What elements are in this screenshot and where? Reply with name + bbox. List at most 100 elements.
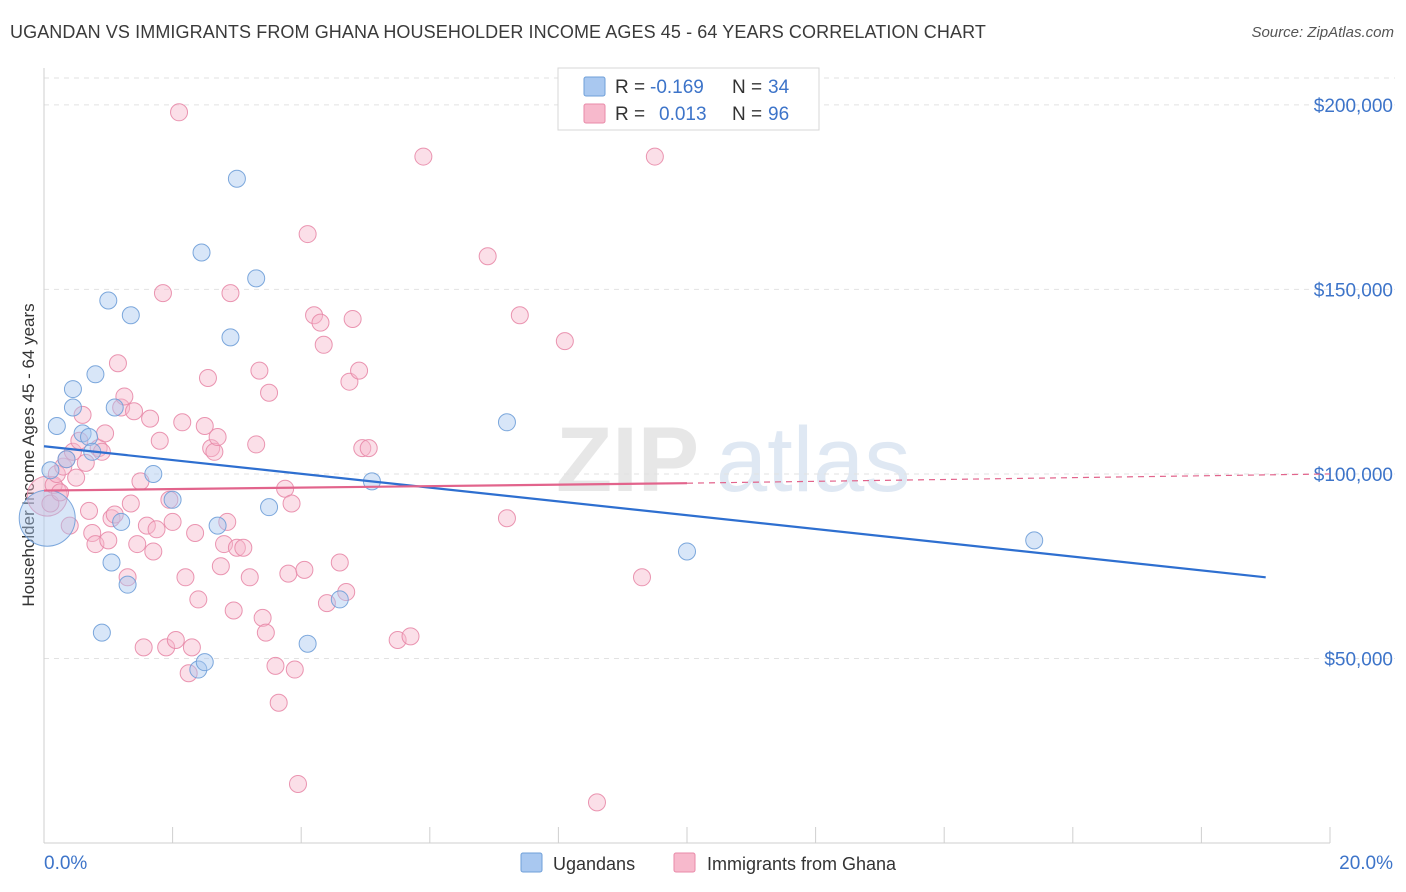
ghana-point <box>80 501 99 520</box>
ghana-point <box>189 590 208 609</box>
tick-labels: $50,000 $100,000 $150,000 $200,000 0.0% 20.0% <box>44 96 1393 874</box>
ghana-point <box>63 442 82 461</box>
stats-n-label-ghana: N = <box>732 104 762 125</box>
ghana-point <box>250 361 269 380</box>
ghana-point <box>73 405 92 424</box>
ugandans-point <box>57 450 76 469</box>
trend-lines <box>43 445 1331 579</box>
ghana-point <box>234 538 253 557</box>
ghana-point <box>285 660 304 679</box>
ghana-point <box>105 505 124 524</box>
source-note: Source: ZipAtlas.com <box>1251 24 1394 41</box>
ugandans-point <box>144 464 163 483</box>
ugandans-point <box>92 623 111 642</box>
ghana-point <box>221 284 240 303</box>
ghana-point <box>497 509 516 528</box>
ugandans-point <box>227 169 246 188</box>
watermark-atlas: atlas <box>716 409 910 511</box>
ghana-point <box>147 520 166 539</box>
legend: Ugandans Immigrants from Ghana <box>520 852 897 874</box>
ghana-point <box>555 332 574 351</box>
ghana-point <box>353 439 372 458</box>
ghana-point <box>350 361 369 380</box>
ghana-point <box>227 538 246 557</box>
ugandans-point <box>105 398 124 417</box>
ghana-point <box>118 568 137 587</box>
ghana-point <box>108 354 127 373</box>
ghana-point <box>240 568 259 587</box>
ugandans-point <box>189 660 208 679</box>
ghana-point <box>76 453 95 472</box>
ghana-point <box>134 638 153 657</box>
ghana-point <box>247 435 266 454</box>
ghana-point <box>198 369 217 387</box>
ghana-point <box>186 524 205 542</box>
ugandans-point <box>163 490 182 509</box>
ugandans-point <box>118 575 137 594</box>
stats-r-value-ugandans: -0.169 <box>650 77 704 98</box>
ghana-point <box>256 623 275 642</box>
ugandans-point <box>121 306 140 325</box>
ghana-point <box>253 608 272 627</box>
ghana-point <box>218 512 237 531</box>
ugandans-point <box>18 489 76 547</box>
legend-swatch-ugandans <box>520 852 543 873</box>
ghana-point <box>141 409 160 428</box>
ghana-point <box>170 103 189 122</box>
ghana-point <box>153 284 172 303</box>
ugandans-point <box>63 398 82 417</box>
y-tick-label: $150,000 <box>1314 280 1393 301</box>
ghana-point <box>632 568 651 587</box>
ugandans-point <box>99 291 118 310</box>
ugandans-point <box>195 653 214 672</box>
ghana-point <box>260 383 279 402</box>
ugandans-point <box>86 365 105 384</box>
stats-box: R = -0.169 N = 34 R = 0.013 N = 96 <box>557 67 820 131</box>
ugandans-point <box>298 634 317 653</box>
ghana-trend-line-extension <box>686 473 1331 484</box>
ghana-point <box>205 442 224 461</box>
ugandans-point <box>221 328 240 347</box>
ugandans-point <box>208 516 227 535</box>
stats-r-label-ugandans: R = <box>615 77 645 98</box>
ugandans-point <box>260 498 279 517</box>
y-axis-label: Householder Income Ages 45 - 64 years <box>19 303 38 606</box>
ghana-point <box>195 416 214 435</box>
ghana-point <box>211 557 230 576</box>
ghana-point <box>128 535 147 554</box>
stats-swatch-ghana <box>583 103 606 124</box>
ghana-point <box>298 225 317 244</box>
ghana-point <box>401 627 420 646</box>
ghana-point <box>96 424 115 443</box>
stats-swatch-ugandans <box>583 76 606 97</box>
ghana-point <box>179 664 198 683</box>
ugandans-point <box>192 243 211 262</box>
ghana-point <box>125 402 144 421</box>
ghana-point <box>67 468 86 487</box>
y-tick-label: $50,000 <box>1324 649 1393 670</box>
ugandans-point <box>63 380 82 399</box>
ugandans-point <box>112 512 131 531</box>
ugandans-point <box>678 542 696 561</box>
ghana-point <box>44 476 63 495</box>
ghana-point <box>182 638 201 657</box>
ugandans-point <box>497 413 516 432</box>
ghana-point <box>144 542 163 561</box>
x-tick-label: 20.0% <box>1339 853 1393 874</box>
legend-label-ghana: Immigrants from Ghana <box>707 854 897 874</box>
legend-swatch-ghana <box>673 852 696 873</box>
ghana-point <box>414 147 433 166</box>
ghana-point <box>510 306 529 325</box>
ghana-point <box>166 631 185 650</box>
ugandans-point <box>47 416 66 435</box>
ghana-point <box>269 693 288 712</box>
y-tick-label: $200,000 <box>1314 96 1393 117</box>
ugandans-trend-line <box>43 445 1266 579</box>
ghana-point <box>83 524 102 542</box>
ghana-point <box>311 313 330 332</box>
ugandans-point <box>1025 531 1044 550</box>
ugandans-point <box>80 428 99 447</box>
ghana-point <box>305 306 324 325</box>
ugandans-point <box>247 269 266 288</box>
